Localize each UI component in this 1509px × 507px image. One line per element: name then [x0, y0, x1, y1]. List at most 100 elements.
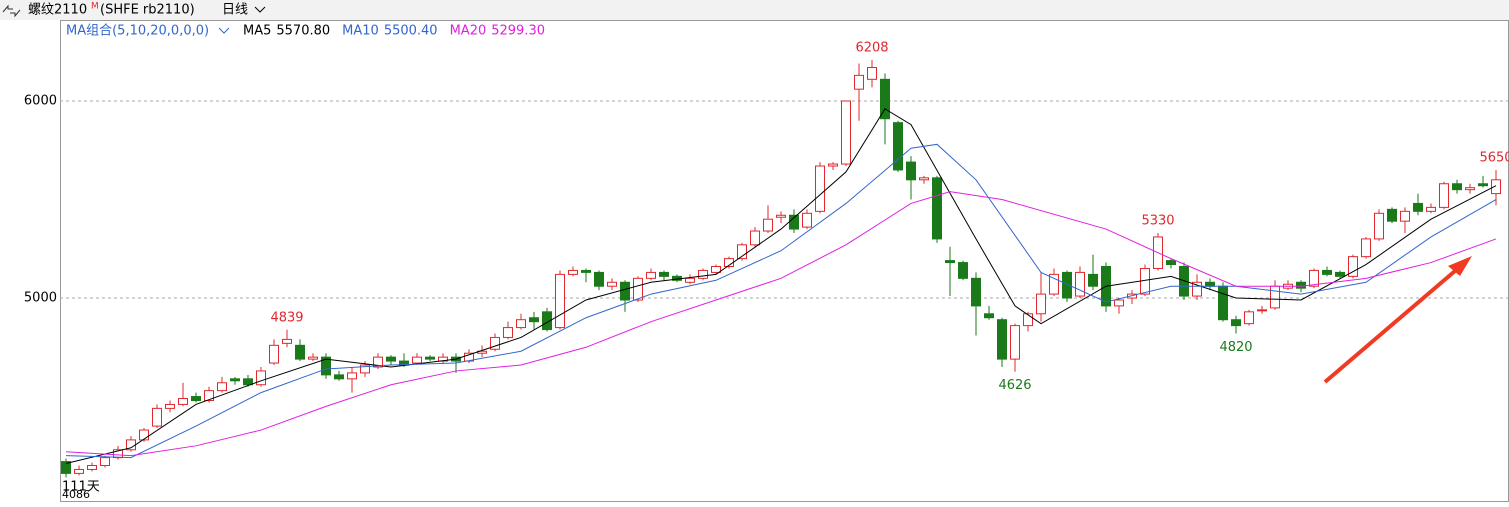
legend-value: 5299.30: [491, 24, 545, 39]
candle-body: [230, 378, 240, 382]
candle-body: [542, 311, 552, 331]
candle-body: [555, 273, 565, 329]
candle-body: [698, 269, 708, 279]
candle-body: [841, 100, 851, 165]
legend-name: MA5: [243, 24, 271, 39]
candle-body: [945, 260, 955, 264]
candle-body: [633, 277, 643, 301]
candle-body: [191, 396, 201, 401]
candle-body: [165, 403, 175, 409]
candle-body: [295, 344, 305, 360]
candle-body: [87, 465, 97, 470]
candle-body: [1426, 206, 1436, 212]
legend-name: MA10: [342, 24, 379, 39]
candle-body: [763, 218, 773, 232]
indicator[interactable]: MA组合(5,10,20,0,0,0): [66, 24, 209, 39]
candle-body: [1296, 281, 1306, 289]
candle-body: [607, 281, 617, 287]
candle-body: [1231, 319, 1241, 327]
toolbar: [0, 0, 1509, 20]
extreme-label: 4839: [270, 310, 303, 325]
candle-body: [880, 78, 890, 120]
arrow: [1323, 263, 1464, 384]
candle-body: [1400, 210, 1410, 222]
extreme-label: 5650: [1479, 150, 1509, 165]
ma-line: [65, 108, 1497, 465]
candle-body: [308, 356, 318, 360]
arrow-head: [1448, 256, 1472, 276]
candle-body: [997, 319, 1007, 360]
candle-body: [74, 468, 84, 474]
candle-body: [867, 66, 877, 80]
candle-body: [932, 177, 942, 240]
candle-body: [516, 319, 526, 329]
switch-icon[interactable]: [2, 4, 21, 18]
candle-body: [711, 266, 721, 273]
footer-label: 111天: [62, 480, 100, 495]
candle-body: [1387, 208, 1397, 222]
symbol: 螺纹2110: [28, 3, 87, 18]
candle-body: [1049, 273, 1059, 295]
candle-body: [386, 356, 396, 362]
candle-body: [1140, 267, 1150, 295]
candle-body: [334, 374, 344, 380]
candle-body: [61, 461, 71, 474]
candle-body: [828, 163, 838, 167]
period[interactable]: 日线: [222, 3, 248, 18]
candle-body: [1374, 212, 1384, 240]
extreme-label: 5330: [1141, 214, 1174, 229]
candle-body: [1348, 256, 1358, 277]
candle-body: [139, 429, 149, 441]
candle-body: [1309, 269, 1319, 287]
candle-body: [1465, 187, 1475, 191]
candle-body: [529, 317, 539, 323]
candle-body: [594, 271, 604, 287]
candle-body: [1036, 293, 1046, 315]
candle-body: [958, 262, 968, 279]
dropdown[interactable]: [254, 6, 266, 13]
candle-body: [1322, 269, 1332, 275]
candle-body: [1439, 183, 1449, 208]
ma-line: [65, 191, 1497, 457]
candle-body: [802, 212, 812, 228]
candle-body: [1192, 281, 1202, 297]
candle-body: [737, 244, 747, 260]
candle-body: [1270, 285, 1280, 309]
candle-body: [1491, 179, 1501, 195]
candle-body: [178, 398, 188, 405]
code: (SHFE rb2110): [100, 3, 195, 18]
legend-value: 5500.40: [384, 24, 438, 39]
candle-body: [971, 277, 981, 307]
candle-body: [490, 336, 500, 350]
candle-body: [568, 269, 578, 275]
candle-body: [204, 390, 214, 401]
candle-body: [503, 327, 513, 338]
extreme-label: 4626: [998, 378, 1031, 393]
candle-body: [1205, 281, 1215, 287]
footer-label: 4086: [62, 488, 90, 501]
candle-body: [659, 271, 669, 277]
legend-value: 5570.80: [276, 24, 330, 39]
candle-body: [1062, 271, 1072, 299]
legend-name: MA20: [450, 24, 487, 39]
candle-body: [1179, 266, 1189, 297]
dropdown[interactable]: [218, 27, 230, 34]
candle-body: [1010, 325, 1020, 360]
candle-body: [776, 214, 786, 218]
extreme-label: 4820: [1219, 340, 1252, 355]
y-tick-label: 6000: [24, 93, 57, 108]
candle-body: [1335, 271, 1345, 277]
candle-body: [1452, 183, 1462, 191]
candle-body: [152, 407, 162, 427]
candle-body: [1478, 183, 1488, 187]
candle-body: [815, 165, 825, 212]
candle-body: [217, 382, 227, 392]
candle-body: [321, 356, 331, 376]
candle-body: [1075, 271, 1085, 297]
candle-body: [581, 269, 591, 273]
candle-body: [750, 230, 760, 246]
candle-body: [620, 281, 630, 301]
candle-body: [685, 277, 695, 283]
candle-body: [1413, 202, 1423, 212]
